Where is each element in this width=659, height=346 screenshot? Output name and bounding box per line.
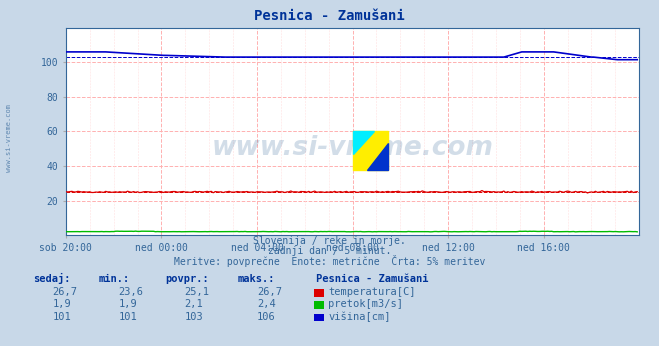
Text: zadnji dan / 5 minut.: zadnji dan / 5 minut. bbox=[268, 246, 391, 256]
Text: 1,9: 1,9 bbox=[119, 299, 137, 309]
Text: 103: 103 bbox=[185, 312, 203, 322]
Text: 26,7: 26,7 bbox=[257, 287, 282, 297]
Text: Pesnica - Zamušani: Pesnica - Zamušani bbox=[316, 274, 429, 284]
Text: www.si-vreme.com: www.si-vreme.com bbox=[5, 104, 12, 172]
Text: 23,6: 23,6 bbox=[119, 287, 144, 297]
Text: Pesnica - Zamušani: Pesnica - Zamušani bbox=[254, 9, 405, 22]
Text: višina[cm]: višina[cm] bbox=[328, 311, 391, 322]
Text: 2,4: 2,4 bbox=[257, 299, 275, 309]
Text: 101: 101 bbox=[53, 312, 71, 322]
Bar bbox=[353, 131, 388, 170]
Text: www.si-vreme.com: www.si-vreme.com bbox=[212, 135, 494, 161]
Text: min.:: min.: bbox=[99, 274, 130, 284]
Text: povpr.:: povpr.: bbox=[165, 274, 208, 284]
Text: pretok[m3/s]: pretok[m3/s] bbox=[328, 299, 403, 309]
Text: 101: 101 bbox=[119, 312, 137, 322]
Text: 26,7: 26,7 bbox=[53, 287, 78, 297]
Text: Slovenija / reke in morje.: Slovenija / reke in morje. bbox=[253, 236, 406, 246]
Text: temperatura[C]: temperatura[C] bbox=[328, 287, 416, 297]
Text: 2,1: 2,1 bbox=[185, 299, 203, 309]
Text: sedaj:: sedaj: bbox=[33, 273, 71, 284]
Polygon shape bbox=[367, 143, 388, 170]
Text: maks.:: maks.: bbox=[237, 274, 275, 284]
Text: 106: 106 bbox=[257, 312, 275, 322]
Text: 25,1: 25,1 bbox=[185, 287, 210, 297]
Polygon shape bbox=[353, 131, 374, 154]
Text: Meritve: povprečne  Enote: metrične  Črta: 5% meritev: Meritve: povprečne Enote: metrične Črta:… bbox=[174, 255, 485, 267]
Text: 1,9: 1,9 bbox=[53, 299, 71, 309]
